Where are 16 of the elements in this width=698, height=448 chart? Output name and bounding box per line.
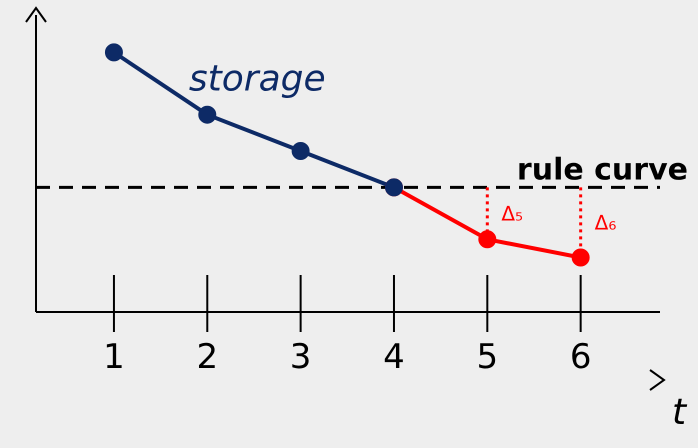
annotation: Δ₆ — [594, 210, 616, 235]
point — [292, 142, 310, 160]
x-tick-label: 2 — [196, 337, 218, 377]
point — [572, 248, 590, 266]
series-label: storage — [188, 58, 326, 100]
point — [104, 43, 123, 62]
x-tick-label: 1 — [103, 337, 125, 377]
x-tick-label: 6 — [570, 337, 592, 377]
x-axis-title: t — [672, 392, 686, 433]
annotation: Δ₅ — [501, 201, 524, 226]
x-tick-label: 5 — [476, 337, 498, 377]
x-tick-label: 4 — [383, 337, 405, 377]
point — [198, 106, 216, 124]
ref-line-label: rule curve — [516, 152, 688, 188]
point — [478, 230, 496, 248]
x-tick-label: 3 — [290, 337, 312, 377]
